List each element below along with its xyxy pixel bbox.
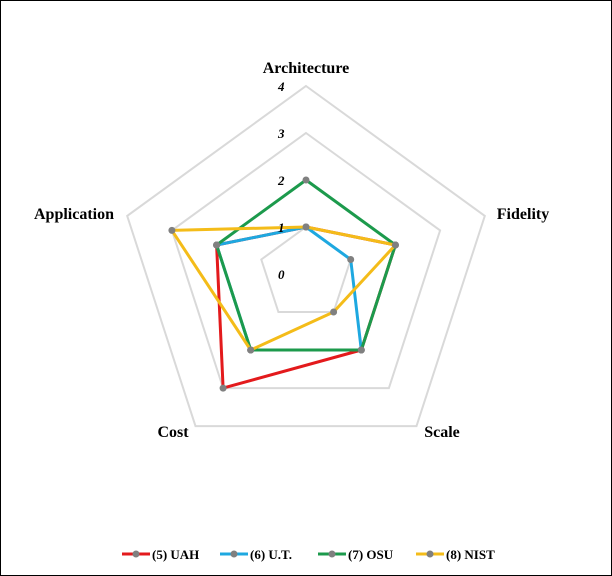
data-point xyxy=(213,241,221,249)
legend-marker xyxy=(132,550,140,558)
grid-ring-1 xyxy=(260,225,352,313)
data-point xyxy=(302,176,310,184)
grid-ring-3 xyxy=(170,131,442,390)
data-point xyxy=(219,384,227,392)
radar-series xyxy=(168,176,399,392)
data-point xyxy=(247,346,255,354)
legend-item: (5) UAH xyxy=(122,547,199,562)
legend-label: (7) OSU xyxy=(348,547,394,562)
grid-ring-4 xyxy=(126,84,486,428)
tick-label: 3 xyxy=(277,126,285,141)
legend-label: (6) U.T. xyxy=(250,547,292,562)
axis-label-fidelity: Fidelity xyxy=(497,206,549,223)
axis-labels: Architecture Fidelity Scale Cost Application xyxy=(34,60,549,441)
series-3 xyxy=(213,176,399,354)
legend-item: (6) U.T. xyxy=(220,547,292,562)
legend-marker xyxy=(230,550,238,558)
radial-ticks: 0 1 2 3 4 xyxy=(277,79,285,282)
axis-label-architecture: Architecture xyxy=(263,60,349,77)
series-line xyxy=(170,225,397,352)
legend-item: (8) NIST xyxy=(416,547,495,562)
axis-label-cost: Cost xyxy=(157,424,189,441)
tick-label: 1 xyxy=(278,220,285,235)
data-point xyxy=(302,223,310,231)
axis-label-application: Application xyxy=(34,206,114,223)
tick-label: 2 xyxy=(277,173,285,188)
radar-grid xyxy=(126,84,486,428)
legend-item: (7) OSU xyxy=(318,547,394,562)
legend: (5) UAH (6) U.T. (7) OSU (8) NIST xyxy=(122,547,495,562)
data-point xyxy=(391,241,399,249)
legend-marker xyxy=(328,550,336,558)
legend-label: (8) NIST xyxy=(446,547,495,562)
data-point xyxy=(330,308,338,316)
legend-label: (5) UAH xyxy=(152,547,199,562)
series-4 xyxy=(168,223,399,354)
series-1 xyxy=(213,223,399,392)
series-line xyxy=(215,178,397,352)
data-point xyxy=(347,256,355,263)
legend-marker xyxy=(426,550,434,558)
axis-label-scale: Scale xyxy=(424,424,460,441)
data-point xyxy=(357,346,365,354)
tick-label: 0 xyxy=(278,267,285,282)
data-point xyxy=(168,226,176,234)
tick-label: 4 xyxy=(277,79,285,94)
series-line xyxy=(215,225,397,390)
